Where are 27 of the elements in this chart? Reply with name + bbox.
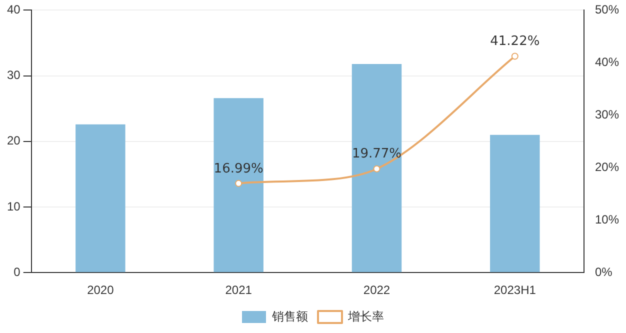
data-label: 19.77% xyxy=(352,146,402,162)
y2-tick-label: 30% xyxy=(594,107,620,122)
y2-tick-label: 0% xyxy=(594,264,613,279)
x-tick-label: 2021 xyxy=(225,283,252,298)
data-label: 16.99% xyxy=(214,161,264,176)
y-tick-label: 10 xyxy=(6,199,21,214)
point xyxy=(235,180,242,187)
y-tick-label: 30 xyxy=(6,68,21,82)
legend-label: 增长率 xyxy=(347,309,384,324)
x-tick-label: 2022 xyxy=(363,283,390,298)
bar xyxy=(490,134,540,272)
y-tick-label: 0 xyxy=(14,264,21,279)
y2-tick-label: 20% xyxy=(594,160,620,174)
bar xyxy=(76,124,126,272)
y-tick-label: 40 xyxy=(6,2,21,17)
x-tick-label: 2023H1 xyxy=(494,283,536,298)
y2-tick-label: 40% xyxy=(594,54,620,69)
bar xyxy=(352,64,402,272)
y-tick-label: 20 xyxy=(6,134,21,148)
point xyxy=(511,52,518,60)
y2-tick-label: 50% xyxy=(594,2,620,17)
x-tick-label: 2020 xyxy=(87,283,114,298)
bar xyxy=(214,98,264,272)
legend-label: 销售额 xyxy=(271,309,308,324)
y2-tick-label: 10% xyxy=(594,212,620,226)
point xyxy=(373,165,380,172)
data-label: 41.22% xyxy=(490,34,540,50)
